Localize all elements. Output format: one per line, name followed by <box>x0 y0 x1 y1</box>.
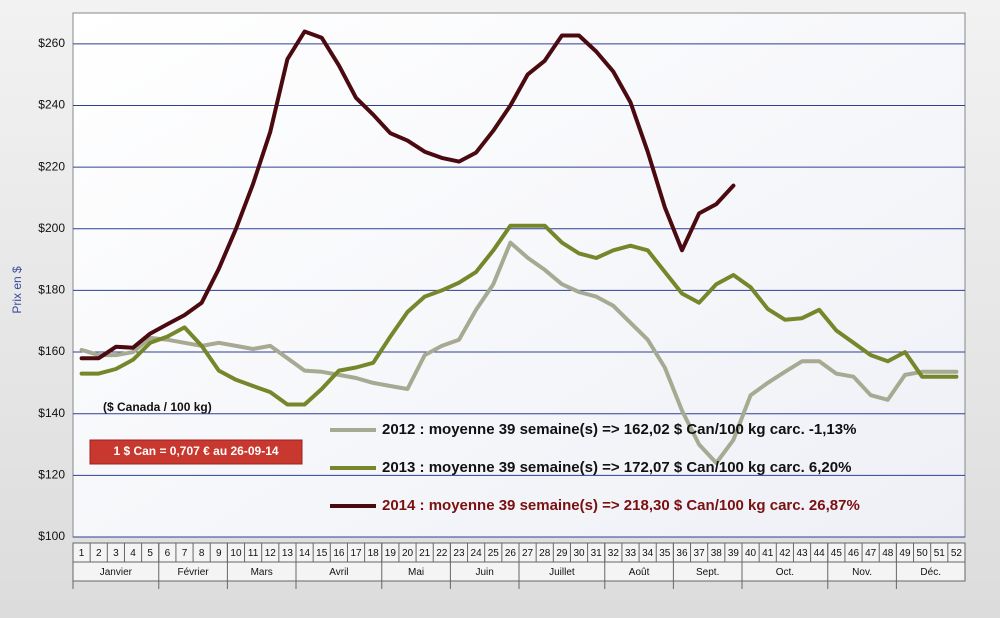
x-tick-label: 14 <box>299 548 311 559</box>
x-tick-label: 24 <box>471 548 483 559</box>
x-tick-label: 36 <box>676 548 688 559</box>
y-axis-label: Prix en $ <box>10 266 24 314</box>
x-tick-label: 32 <box>608 548 620 559</box>
x-tick-label: 7 <box>182 548 188 559</box>
x-tick-label: 15 <box>316 548 328 559</box>
x-tick-label: 37 <box>694 548 706 559</box>
x-tick-label: 44 <box>814 548 826 559</box>
legend-label: 2013 : moyenne 39 semaine(s) => 172,07 $… <box>382 459 851 476</box>
x-tick-label: 39 <box>728 548 740 559</box>
y-tick-label: $200 <box>38 221 65 235</box>
x-tick-label: 19 <box>385 548 397 559</box>
x-tick-label: 50 <box>917 548 929 559</box>
x-tick-label: 34 <box>642 548 654 559</box>
x-tick-label: 41 <box>762 548 774 559</box>
month-label: Juillet <box>549 567 575 578</box>
x-tick-label: 52 <box>951 548 963 559</box>
x-tick-label: 26 <box>505 548 517 559</box>
y-tick-label: $240 <box>38 98 65 112</box>
x-tick-label: 13 <box>282 548 294 559</box>
legend-label: 2012 : moyenne 39 semaine(s) => 162,02 $… <box>382 421 856 438</box>
x-tick-label: 47 <box>865 548 877 559</box>
month-label: Déc. <box>920 567 941 578</box>
x-tick-label: 38 <box>711 548 723 559</box>
x-tick-label: 1 <box>79 548 85 559</box>
y-tick-label: $220 <box>38 159 65 173</box>
x-tick-label: 29 <box>556 548 568 559</box>
x-tick-label: 3 <box>113 548 119 559</box>
month-label: Nov. <box>852 567 872 578</box>
x-tick-label: 42 <box>779 548 791 559</box>
x-tick-label: 43 <box>796 548 808 559</box>
month-label: Sept. <box>696 567 719 578</box>
unit-note: ($ Canada / 100 kg) <box>103 400 212 414</box>
x-tick-label: 18 <box>368 548 380 559</box>
x-tick-label: 40 <box>745 548 757 559</box>
month-label: Février <box>178 567 210 578</box>
x-tick-label: 5 <box>147 548 153 559</box>
x-tick-label: 4 <box>130 548 136 559</box>
x-tick-label: 8 <box>199 548 205 559</box>
month-label: Juin <box>476 567 494 578</box>
x-tick-label: 12 <box>265 548 277 559</box>
x-tick-label: 28 <box>539 548 551 559</box>
y-tick-label: $160 <box>38 344 65 358</box>
x-tick-label: 16 <box>333 548 345 559</box>
x-tick-label: 35 <box>659 548 671 559</box>
x-tick-label: 6 <box>165 548 171 559</box>
x-tick-label: 23 <box>453 548 465 559</box>
x-tick-label: 31 <box>591 548 603 559</box>
x-tick-label: 48 <box>882 548 894 559</box>
y-tick-label: $120 <box>38 468 65 482</box>
month-label: Oct. <box>776 567 794 578</box>
month-label: Avril <box>329 567 348 578</box>
x-tick-label: 9 <box>216 548 222 559</box>
x-tick-label: 30 <box>573 548 585 559</box>
y-tick-label: $260 <box>38 36 65 50</box>
x-tick-label: 46 <box>848 548 860 559</box>
series-line <box>79 223 959 407</box>
x-tick-label: 17 <box>350 548 362 559</box>
x-tick-label: 2 <box>96 548 102 559</box>
month-label: Août <box>629 567 650 578</box>
x-tick-label: 51 <box>934 548 946 559</box>
x-tick-label: 49 <box>899 548 911 559</box>
x-tick-label: 25 <box>488 548 500 559</box>
x-tick-label: 21 <box>419 548 431 559</box>
month-label: Mai <box>408 567 424 578</box>
exchange-note: 1 $ Can = 0,707 € au 26-09-14 <box>113 444 278 458</box>
series-line <box>79 29 736 361</box>
x-tick-label: 27 <box>522 548 534 559</box>
month-label: Mars <box>251 567 273 578</box>
y-tick-label: $140 <box>38 406 65 420</box>
month-label: Janvier <box>100 567 133 578</box>
x-tick-label: 11 <box>248 548 259 559</box>
y-tick-label: $100 <box>38 529 65 543</box>
exchange-box <box>89 439 303 465</box>
y-tick-label: $180 <box>38 283 65 297</box>
legend-label: 2014 : moyenne 39 semaine(s) => 218,30 $… <box>382 497 860 514</box>
x-tick-label: 20 <box>402 548 414 559</box>
x-tick-label: 10 <box>230 548 242 559</box>
series-line <box>79 240 959 465</box>
x-tick-label: 22 <box>436 548 448 559</box>
x-tick-label: 33 <box>625 548 637 559</box>
x-tick-label: 45 <box>831 548 843 559</box>
